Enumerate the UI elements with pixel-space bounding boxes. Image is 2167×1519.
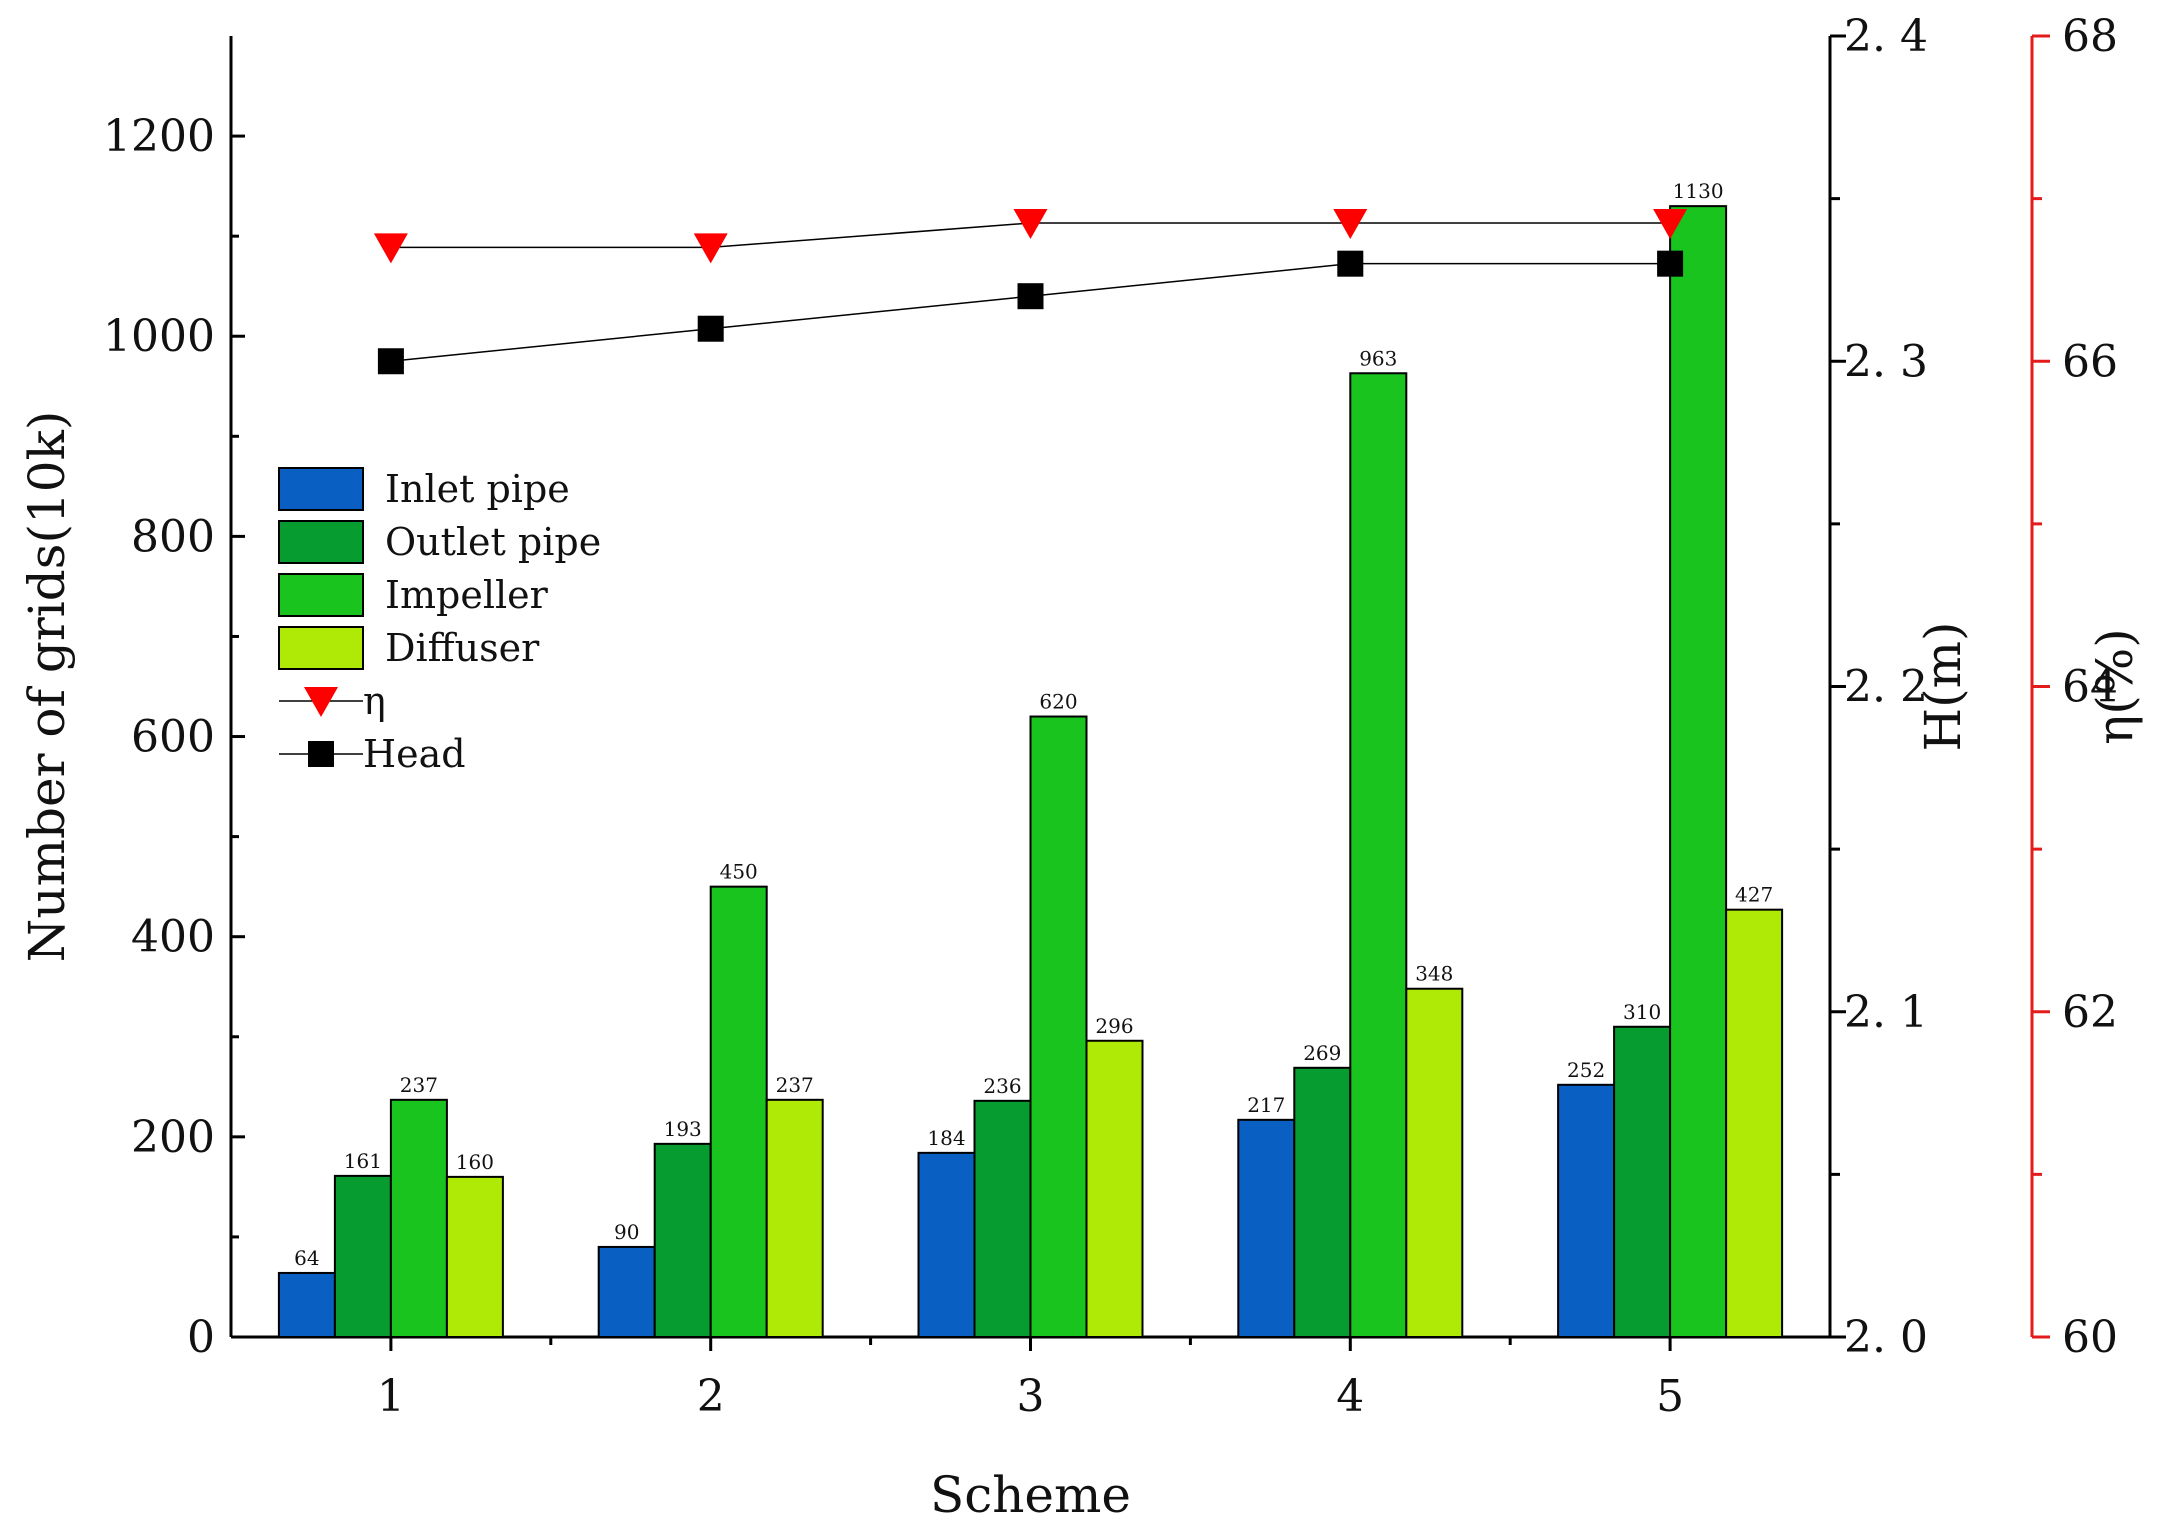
bar-value-label: 310 [1623, 1000, 1661, 1024]
x-tick-label: 2 [697, 1371, 725, 1422]
bar-outlet-pipe [973, 1099, 1032, 1339]
bar-diffuser [1405, 987, 1464, 1338]
bars-layer: 64 90 184 217 252 161 193 236 269 310 237 450 620 963… [277, 179, 1784, 1339]
left-y-tick-label: 600 [131, 712, 215, 763]
eta-axis-tick-label: 68 [2062, 11, 2118, 62]
eta-point [373, 233, 408, 264]
head-axis-tick-label: 2. 1 [1844, 987, 1928, 1038]
bar-value-label: 963 [1359, 346, 1397, 370]
series-line-head [390, 262, 1671, 362]
bar-value-label: 620 [1039, 690, 1077, 714]
bar-inlet-pipe [1557, 1083, 1616, 1338]
bar-value-label: 161 [344, 1149, 382, 1173]
legend-head-marker [308, 741, 334, 767]
bar-outlet-pipe [333, 1174, 392, 1338]
bar-value-label: 269 [1303, 1041, 1341, 1065]
left-y-tick-label: 800 [131, 511, 215, 562]
bar-diffuser [445, 1175, 504, 1339]
bar-value-label: 236 [983, 1074, 1021, 1098]
bar-impeller [1029, 715, 1088, 1338]
bar-value-label: 90 [614, 1220, 639, 1244]
x-tick-label: 3 [1017, 1371, 1045, 1422]
left-y-tick-label: 1200 [103, 111, 215, 162]
bar-value-label: 193 [664, 1117, 702, 1141]
bar-diffuser [1725, 908, 1784, 1338]
eta-axis-tick-label: 64 [2062, 662, 2118, 713]
left-y-tick-label: 0 [187, 1312, 215, 1363]
eta-axis-tick-label: 62 [2062, 987, 2118, 1038]
left-y-axis-title: Number of grids(10k) [18, 411, 76, 963]
legend-label: Diffuser [385, 626, 540, 670]
eta-point [1013, 209, 1048, 240]
bar-value-label: 184 [927, 1126, 965, 1150]
bar-diffuser [1085, 1039, 1144, 1339]
bar-outlet-pipe [653, 1142, 712, 1339]
lines-layer [373, 209, 1688, 375]
bar-impeller [389, 1098, 448, 1339]
x-tick-label: 5 [1656, 1371, 1684, 1422]
head-point [377, 348, 404, 375]
head-point [1337, 250, 1364, 277]
bar-outlet-pipe [1613, 1025, 1672, 1339]
bar-impeller [709, 885, 768, 1339]
eta-axis-tick-label: 60 [2062, 1312, 2118, 1363]
bar-value-label: 217 [1247, 1093, 1285, 1117]
bar-value-label: 237 [400, 1073, 438, 1097]
x-tick-label: 4 [1336, 1371, 1364, 1422]
legend-label: Outlet pipe [385, 520, 601, 564]
bar-inlet-pipe [277, 1271, 336, 1339]
head-axis-title: H(m) [1914, 621, 1972, 751]
eta-point [1653, 209, 1688, 240]
left-y-tick-label: 1000 [103, 311, 215, 362]
eta-point [693, 233, 728, 264]
bar-inlet-pipe [917, 1151, 976, 1339]
legend-label: Impeller [385, 573, 549, 617]
legend-eta-marker [304, 687, 338, 717]
legend: Inlet pipe Outlet pipe Impeller Diffuser η He… [278, 467, 601, 776]
left-y-tick-label: 200 [131, 1112, 215, 1163]
legend-swatch-diffuser [278, 626, 364, 670]
bar-impeller [1669, 205, 1728, 1339]
bar-inlet-pipe [597, 1245, 656, 1339]
bar-value-label: 252 [1567, 1058, 1605, 1082]
bar-inlet-pipe [1237, 1118, 1296, 1339]
head-axis-tick-label: 2. 2 [1844, 662, 1928, 713]
bar-value-label: 348 [1415, 962, 1453, 986]
head-point [1657, 250, 1684, 277]
legend-label: Head [363, 732, 466, 776]
bar-value-label: 1130 [1673, 179, 1724, 203]
eta-point [1333, 209, 1368, 240]
head-axis-tick-label: 2. 4 [1844, 11, 1928, 62]
bar-value-label: 160 [456, 1150, 494, 1174]
bar-value-label: 427 [1735, 883, 1773, 907]
head-axis-tick-label: 2. 0 [1844, 1312, 1928, 1363]
legend-swatch-outlet-pipe [278, 520, 364, 564]
bar-outlet-pipe [1293, 1066, 1352, 1338]
bar-value-label: 450 [720, 860, 758, 884]
legend-swatch-inlet-pipe [278, 467, 364, 511]
eta-axis-tick-label: 66 [2062, 336, 2118, 387]
head-point [1017, 283, 1044, 310]
left-y-tick-label: 400 [131, 912, 215, 963]
x-axis-title: Scheme [930, 1466, 1131, 1519]
eta-axis-title: η(%) [2086, 628, 2144, 744]
legend-label: Inlet pipe [385, 467, 570, 511]
head-axis-tick-label: 2. 3 [1844, 336, 1928, 387]
bar-diffuser [765, 1098, 824, 1339]
bar-value-label: 64 [294, 1246, 319, 1270]
head-point [697, 315, 724, 342]
bar-value-label: 296 [1095, 1014, 1133, 1038]
bar-value-label: 237 [776, 1073, 814, 1097]
legend-swatch-impeller [278, 573, 364, 617]
bar-impeller [1349, 372, 1408, 1338]
x-tick-label: 1 [377, 1371, 405, 1422]
legend-label: η [363, 679, 386, 723]
